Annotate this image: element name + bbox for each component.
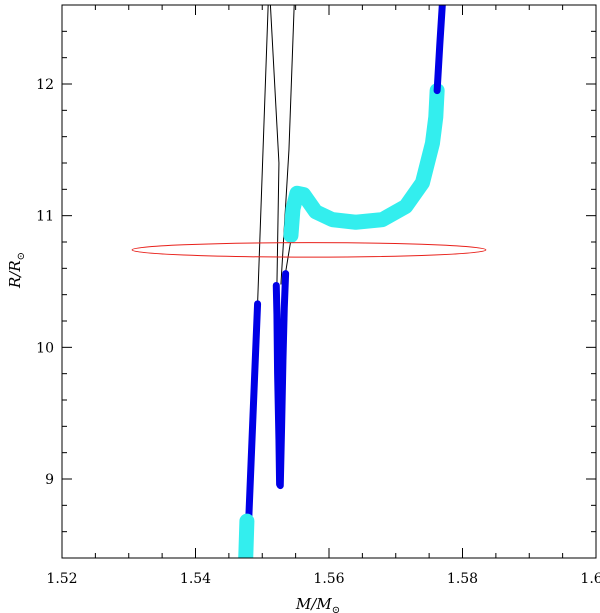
y-axis-label: R/R⊙ bbox=[6, 252, 27, 289]
plot-frame bbox=[61, 4, 597, 559]
ellipse-layer bbox=[131, 242, 487, 258]
x-tick-label: 1.58 bbox=[447, 571, 478, 587]
x-tick-label: 1.52 bbox=[46, 571, 77, 587]
series-thick-blue-5 bbox=[272, 270, 290, 490]
series-thick-blue-4 bbox=[244, 300, 262, 536]
series-thin-black-1 bbox=[269, 5, 280, 285]
series-layer bbox=[238, 5, 446, 558]
series-thin-black-0 bbox=[257, 5, 269, 305]
y-tick-label: 10 bbox=[36, 340, 54, 356]
series-thin-black-2 bbox=[280, 5, 295, 285]
x-tick-label: 1.54 bbox=[180, 571, 211, 587]
x-tick-label: 1.56 bbox=[313, 571, 344, 587]
tick-layer bbox=[61, 4, 597, 559]
y-tick-label: 12 bbox=[36, 77, 54, 93]
error-ellipse bbox=[131, 242, 487, 258]
series-thick-blue-8 bbox=[433, 5, 446, 95]
y-tick-label: 9 bbox=[45, 472, 54, 488]
series-thick-cyan-6 bbox=[238, 513, 255, 558]
series-thick-cyan-7 bbox=[283, 83, 445, 243]
x-tick-label: 1.60 bbox=[580, 571, 600, 587]
y-tick-label: 11 bbox=[36, 209, 54, 225]
tick-label-layer: 1.52 1.54 1.56 1.58 1.60 9 10 11 12 bbox=[36, 77, 600, 587]
x-axis-label: M/M⊙ bbox=[295, 595, 340, 613]
